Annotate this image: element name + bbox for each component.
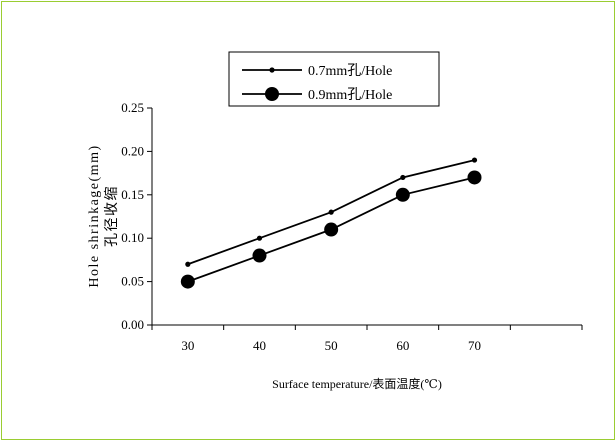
data-point <box>467 170 482 185</box>
legend-label: 0.7mm孔/Hole <box>308 63 392 79</box>
x-tick-label: 40 <box>253 338 266 353</box>
data-point <box>324 222 339 237</box>
data-point <box>180 274 195 289</box>
series-layer <box>180 157 482 289</box>
legend-swatch-marker <box>269 67 275 73</box>
y-tick-label: 0.15 <box>121 187 144 202</box>
y-axis-label-line2: 孔径收缩 <box>104 185 120 247</box>
x-axis-label: Surface temperature/表面温度(℃) <box>272 376 442 391</box>
y-tick-label: 0.05 <box>121 274 144 289</box>
legend-label: 0.9mm孔/Hole <box>308 87 392 103</box>
x-tick-label: 60 <box>396 338 409 353</box>
data-point <box>395 187 410 202</box>
series-2 <box>180 170 482 289</box>
legend-swatch-marker <box>265 87 279 101</box>
legend-item-1: 0.7mm孔/Hole <box>242 63 392 79</box>
legend-box <box>228 51 440 107</box>
y-tick-label: 0.20 <box>121 143 144 158</box>
y-axis-label: Hole shrinkage(mm) 孔径收缩 <box>87 144 120 287</box>
legend: 0.7mm孔/Hole 0.9mm孔/Hole <box>228 51 440 107</box>
data-point <box>471 157 478 163</box>
y-tick-label: 0.00 <box>121 317 144 332</box>
data-point <box>252 248 267 263</box>
data-point <box>328 209 334 215</box>
series-1 <box>185 157 478 267</box>
y-tick-label: 0.25 <box>121 100 144 115</box>
data-point <box>185 261 191 267</box>
data-point <box>256 235 263 241</box>
axis-ticks: 0.00 0.05 0.10 0.15 0.20 0.25 30 40 50 60 70 <box>121 100 583 353</box>
x-tick-label: 50 <box>325 338 338 353</box>
y-axis-label-line1: Hole shrinkage(mm) <box>87 144 102 287</box>
legend-item-2: 0.9mm孔/Hole <box>242 87 392 103</box>
x-tick-label: 70 <box>468 338 481 353</box>
y-tick-label: 0.10 <box>121 230 144 245</box>
x-tick-label: 30 <box>181 338 194 353</box>
data-point <box>400 174 406 181</box>
